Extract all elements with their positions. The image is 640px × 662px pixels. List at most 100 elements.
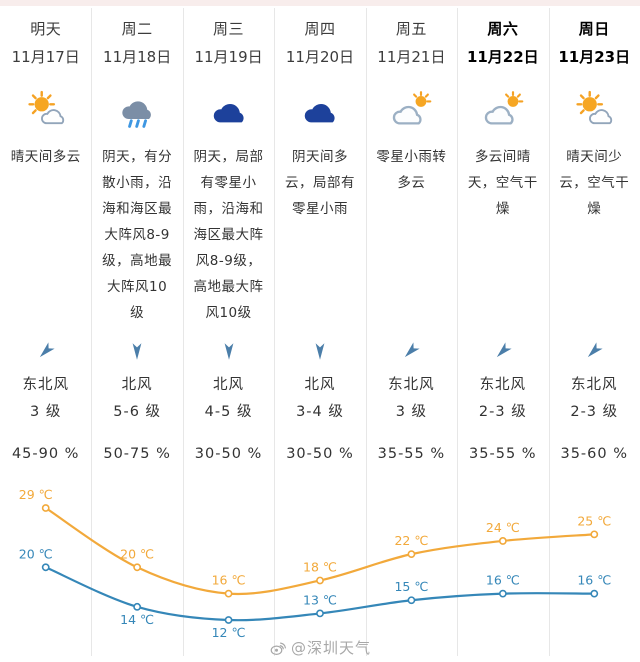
wind-direction: 东北风 [388, 377, 435, 393]
wind-direction: 东北风 [22, 377, 69, 393]
data-point [407, 550, 416, 559]
weather-icon [274, 72, 365, 142]
wind-direction: 东北风 [479, 377, 527, 393]
weather-description: 阴天间多云，局部有零星小雨 [284, 149, 355, 217]
humidity-range: 50-75 % [103, 446, 171, 462]
data-point [590, 589, 599, 598]
data-label: 18 ℃ [303, 559, 337, 574]
data-point [316, 609, 324, 618]
column-divider [457, 8, 458, 656]
data-point [498, 537, 507, 545]
day-label: 周六 [487, 20, 519, 38]
weather-icon [549, 72, 640, 142]
data-label: 29 ℃ [19, 487, 53, 502]
humidity-range: 30-50 % [194, 446, 263, 462]
weather-icon [183, 72, 274, 142]
data-point [498, 589, 507, 598]
weather-icon [457, 72, 548, 142]
humidity-range: 35-55 % [377, 446, 446, 462]
data-label: 24 ℃ [486, 520, 520, 535]
wind-level: 3 级 [395, 404, 428, 420]
weather-description: 多云间晴天，空气干燥 [467, 149, 538, 217]
temperature-chart: 29 ℃ 20 ℃ 16 ℃ 18 ℃ 22 ℃ 24 ℃ 25 ℃ 20 ℃ 14 ℃ 12 ℃… [19, 487, 611, 640]
forecast-column-4: 周四 11月20日 阴天间多云，局部有零星小雨 北风 3-4 级 30-50 % [274, 0, 365, 480]
wind-direction-arrow-icon [366, 330, 457, 372]
data-label: 14 ℃ [120, 612, 154, 627]
forecast-columns: 明天 11月17日 晴天间多云 东北风 3 级 45-90 % 周二 11月18… [0, 0, 640, 480]
data-label: 15 ℃ [394, 579, 428, 594]
data-point [316, 576, 324, 585]
wind-level: 2-3 级 [570, 404, 619, 420]
wind-level: 2-3 级 [478, 404, 527, 420]
data-label: 16 ℃ [577, 573, 611, 588]
humidity-range: 45-90 % [11, 446, 80, 462]
weather-icon [91, 72, 182, 142]
date-label: 11月19日 [194, 48, 263, 66]
data-point [590, 530, 599, 539]
wind-direction-arrow-icon [91, 330, 182, 372]
date-label: 11月23日 [558, 48, 631, 66]
weibo-icon [269, 639, 287, 657]
data-label: 13 ℃ [303, 592, 337, 607]
date-label: 11月18日 [103, 48, 172, 66]
forecast-column-7: 周日 11月23日 晴天间少云，空气干燥 东北风 2-3 级 35-60 % [549, 0, 640, 480]
data-point [224, 616, 233, 624]
weather-description: 晴天间多云 [10, 149, 81, 165]
wind-direction: 东北风 [570, 377, 618, 393]
forecast-column-5: 周五 11月21日 零星小雨转多云 东北风 3 级 35-55 % [366, 0, 457, 480]
humidity-range: 30-50 % [286, 446, 354, 462]
wind-level: 4-5 级 [204, 404, 253, 420]
day-label: 明天 [30, 20, 62, 38]
forecast-column-6: 周六 11月22日 多云间晴天，空气干燥 东北风 2-3 级 35-55 % [457, 0, 548, 480]
data-point [133, 602, 142, 611]
data-label: 20 ℃ [120, 546, 154, 561]
data-label: 20 ℃ [19, 546, 53, 561]
forecast-column-1: 明天 11月17日 晴天间多云 东北风 3 级 45-90 % [0, 0, 91, 480]
humidity-range: 35-60 % [560, 446, 628, 462]
watermark-text: @深圳天气 [290, 639, 371, 657]
data-label: 25 ℃ [577, 513, 611, 528]
humidity-range: 35-55 % [469, 446, 537, 462]
data-label: 16 ℃ [486, 573, 520, 588]
wind-level: 3-4 级 [296, 404, 344, 420]
wind-level: 3 级 [30, 404, 62, 420]
column-divider [274, 8, 275, 656]
day-label: 周日 [578, 20, 610, 38]
forecast-column-2: 周二 11月18日 阴天，有分散小雨，沿海和海区最大阵风8-9级，高地最大阵风1… [91, 0, 182, 480]
column-divider [366, 8, 367, 656]
data-point [407, 596, 416, 605]
weather-description: 阴天，局部有零星小雨，沿海和海区最大阵风8-9级，高地最大阵风10级 [193, 149, 264, 321]
wind-direction-arrow-icon [549, 330, 640, 372]
weather-icon [366, 72, 457, 142]
date-label: 11月17日 [11, 48, 80, 66]
data-point [41, 504, 50, 512]
wind-direction: 北风 [121, 377, 153, 393]
wind-direction: 北风 [304, 377, 336, 393]
date-label: 11月20日 [285, 48, 355, 66]
data-point [224, 589, 233, 598]
data-point [133, 563, 142, 572]
wind-direction-arrow-icon [274, 330, 365, 372]
wind-direction: 北风 [213, 377, 245, 393]
date-label: 11月21日 [377, 48, 446, 66]
day-label: 周四 [304, 20, 336, 38]
wind-level: 5-6 级 [113, 404, 162, 420]
forecast-column-3: 周三 11月19日 阴天，局部有零星小雨，沿海和海区最大阵风8-9级，高地最大阵… [183, 0, 274, 480]
data-label: 22 ℃ [394, 533, 428, 548]
day-label: 周三 [213, 20, 245, 38]
weather-description: 零星小雨转多云 [376, 149, 447, 191]
wind-direction-arrow-icon [457, 330, 548, 372]
wind-direction-arrow-icon [183, 330, 274, 372]
wind-direction-arrow-icon [0, 330, 91, 372]
data-label: 12 ℃ [212, 625, 246, 640]
day-label: 周五 [395, 20, 427, 38]
watermark: @深圳天气 [0, 637, 640, 658]
data-label: 16 ℃ [212, 573, 246, 588]
date-label: 11月22日 [466, 48, 539, 66]
day-label: 周二 [121, 20, 153, 38]
column-divider [91, 8, 92, 656]
top-strip [0, 0, 640, 6]
column-divider [549, 8, 550, 656]
data-point [41, 563, 50, 572]
